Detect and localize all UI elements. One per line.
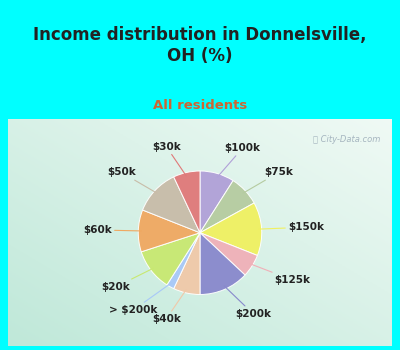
Text: $200k: $200k bbox=[224, 286, 271, 319]
Text: Income distribution in Donnelsville,
OH (%): Income distribution in Donnelsville, OH … bbox=[33, 26, 367, 65]
Text: ⓘ City-Data.com: ⓘ City-Data.com bbox=[313, 135, 380, 144]
Text: > $200k: > $200k bbox=[109, 283, 171, 315]
Text: $125k: $125k bbox=[250, 264, 310, 285]
Wedge shape bbox=[142, 177, 200, 233]
Wedge shape bbox=[200, 203, 262, 256]
Wedge shape bbox=[174, 171, 200, 233]
Text: $50k: $50k bbox=[107, 167, 157, 193]
Text: All residents: All residents bbox=[153, 99, 247, 112]
Text: $30k: $30k bbox=[152, 142, 186, 176]
Text: $20k: $20k bbox=[102, 268, 153, 292]
Text: $75k: $75k bbox=[243, 167, 293, 193]
Wedge shape bbox=[167, 233, 200, 289]
Wedge shape bbox=[141, 233, 200, 285]
Wedge shape bbox=[200, 233, 245, 294]
Wedge shape bbox=[200, 171, 233, 233]
Text: $100k: $100k bbox=[218, 143, 261, 177]
Wedge shape bbox=[138, 210, 200, 252]
Wedge shape bbox=[200, 181, 254, 233]
Text: $60k: $60k bbox=[83, 225, 141, 235]
Text: $40k: $40k bbox=[152, 289, 186, 324]
Wedge shape bbox=[174, 233, 200, 294]
Text: $150k: $150k bbox=[258, 222, 324, 232]
Wedge shape bbox=[200, 233, 258, 275]
